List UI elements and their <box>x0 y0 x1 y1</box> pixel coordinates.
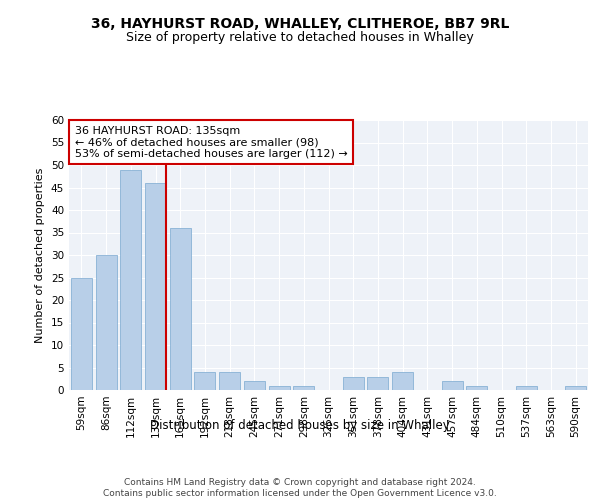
Bar <box>71 278 92 390</box>
Text: 36 HAYHURST ROAD: 135sqm
← 46% of detached houses are smaller (98)
53% of semi-d: 36 HAYHURST ROAD: 135sqm ← 46% of detach… <box>74 126 347 159</box>
Bar <box>565 386 586 390</box>
Text: Size of property relative to detached houses in Whalley: Size of property relative to detached ho… <box>126 31 474 44</box>
Bar <box>269 386 290 390</box>
Bar <box>516 386 537 390</box>
Bar <box>442 381 463 390</box>
Bar <box>120 170 141 390</box>
Bar <box>343 376 364 390</box>
Bar <box>145 183 166 390</box>
Bar <box>293 386 314 390</box>
Y-axis label: Number of detached properties: Number of detached properties <box>35 168 46 342</box>
Text: Contains HM Land Registry data © Crown copyright and database right 2024.
Contai: Contains HM Land Registry data © Crown c… <box>103 478 497 498</box>
Bar <box>219 372 240 390</box>
Bar <box>170 228 191 390</box>
Bar <box>95 255 116 390</box>
Text: Distribution of detached houses by size in Whalley: Distribution of detached houses by size … <box>150 420 450 432</box>
Bar <box>367 376 388 390</box>
Bar <box>392 372 413 390</box>
Text: 36, HAYHURST ROAD, WHALLEY, CLITHEROE, BB7 9RL: 36, HAYHURST ROAD, WHALLEY, CLITHEROE, B… <box>91 18 509 32</box>
Bar <box>466 386 487 390</box>
Bar <box>194 372 215 390</box>
Bar <box>244 381 265 390</box>
